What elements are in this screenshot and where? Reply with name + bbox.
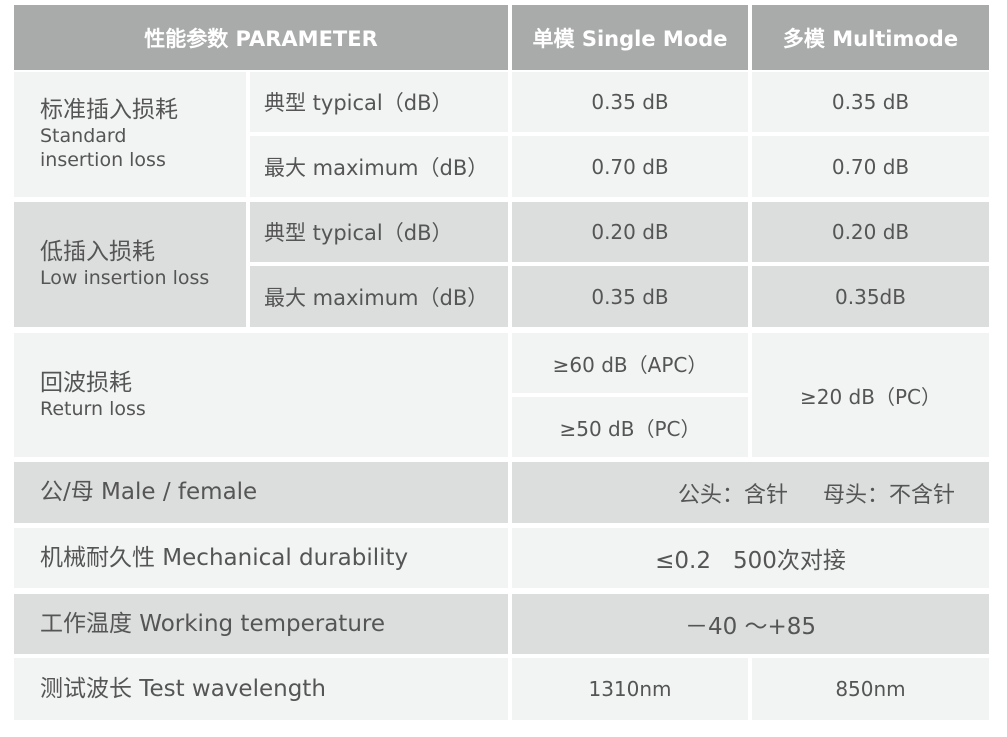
label-cn: 标准插入损耗 — [40, 97, 178, 124]
low-max-mm: 0.35dB — [752, 266, 989, 327]
std-max-label: 最大 maximum（dB） — [250, 136, 508, 197]
male-female-label: 公/母 Male / female — [14, 462, 508, 523]
header-single-mode: 单模 Single Mode — [512, 5, 748, 70]
return-sm-apc: ≥60 dB（APC） — [512, 333, 748, 393]
low-insertion-label: 低插入损耗 Low insertion loss — [14, 202, 246, 327]
low-typical-label: 典型 typical（dB） — [250, 202, 508, 262]
std-max-mm: 0.70 dB — [752, 136, 989, 197]
std-typical-sm: 0.35 dB — [512, 72, 748, 132]
test-wavelength-mm: 850nm — [752, 658, 989, 720]
test-wavelength-label: 测试波长 Test wavelength — [14, 658, 508, 720]
header-multimode: 多模 Multimode — [752, 5, 989, 70]
low-max-sm: 0.35 dB — [512, 266, 748, 327]
male-female-value: 公头：含针 母头：不含针 — [512, 462, 989, 523]
low-max-label: 最大 maximum（dB） — [250, 266, 508, 327]
label-en: insertion loss — [40, 148, 166, 171]
label-cn: 低插入损耗 — [40, 239, 155, 266]
std-insertion-label: 标准插入损耗 Standard insertion loss — [14, 72, 246, 197]
label-en: Return loss — [40, 397, 146, 420]
test-wavelength-sm: 1310nm — [512, 658, 748, 720]
std-typical-mm: 0.35 dB — [752, 72, 989, 132]
mechanical-durability-value: ≤0.2 500次对接 — [512, 528, 989, 588]
mechanical-durability-label: 机械耐久性 Mechanical durability — [14, 528, 508, 588]
label-cn: 回波损耗 — [40, 369, 132, 396]
std-max-sm: 0.70 dB — [512, 136, 748, 197]
low-typical-mm: 0.20 dB — [752, 202, 989, 262]
header-parameter: 性能参数 PARAMETER — [14, 5, 508, 70]
std-typical-label: 典型 typical（dB） — [250, 72, 508, 132]
working-temperature-label: 工作温度 Working temperature — [14, 594, 508, 654]
return-mm: ≥20 dB（PC） — [752, 333, 989, 457]
label-en: Low insertion loss — [40, 267, 210, 289]
working-temperature-value: －40 ～+85 — [512, 594, 989, 654]
return-sm-pc: ≥50 dB（PC） — [512, 397, 748, 457]
low-typical-sm: 0.20 dB — [512, 202, 748, 262]
label-en: Standard — [40, 125, 127, 148]
return-loss-label: 回波损耗 Return loss — [14, 333, 508, 457]
